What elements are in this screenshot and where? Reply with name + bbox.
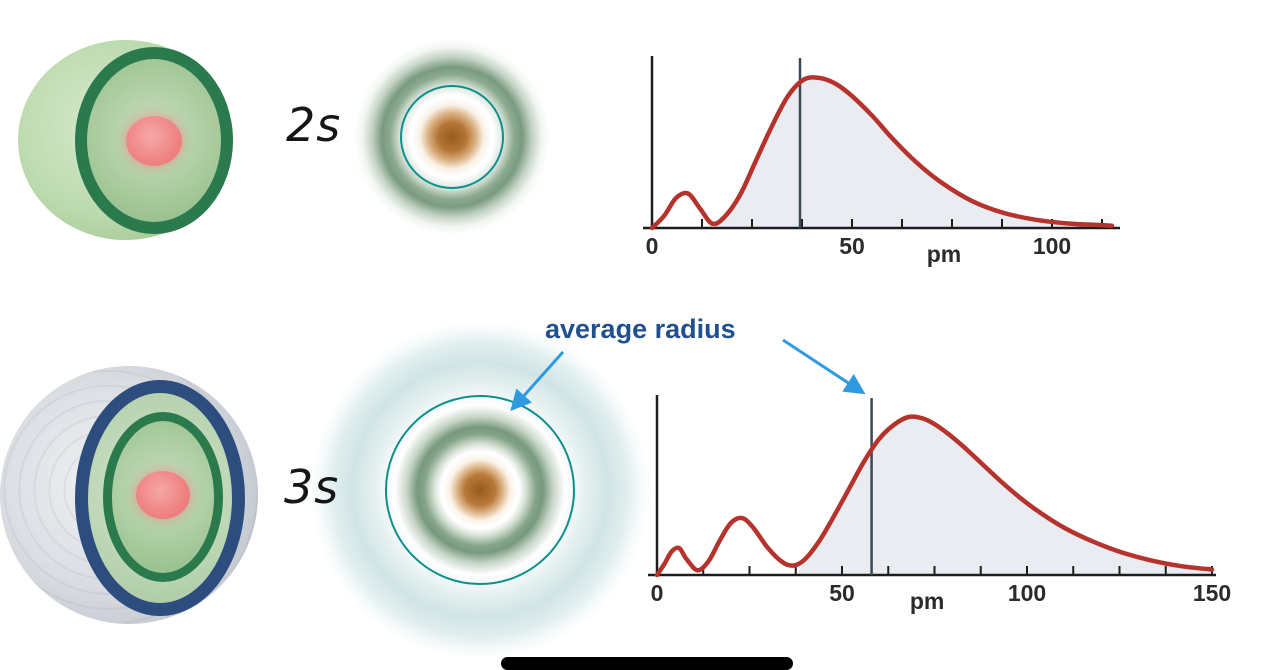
orbital-3d-cutaway-3s xyxy=(0,352,262,644)
radial-probability-plot-3s: 0 50 100 150 pm xyxy=(648,395,1231,614)
nucleus xyxy=(136,471,190,519)
x-tick-label: 0 xyxy=(651,580,664,606)
x-axis-unit-label: pm xyxy=(927,241,962,267)
x-tick-label: 100 xyxy=(1033,233,1071,259)
orbital-cross-section-3s xyxy=(310,320,650,660)
nucleus xyxy=(126,116,182,166)
x-tick-label: 150 xyxy=(1193,580,1231,606)
average-radius-circle-3s xyxy=(385,395,575,585)
probability-curve xyxy=(649,75,1115,231)
orbital-3d-cutaway-2s xyxy=(18,38,233,243)
x-tick-label: 50 xyxy=(829,580,855,606)
x-tick-label: 100 xyxy=(1008,580,1046,606)
average-radius-label: average radius xyxy=(545,314,736,344)
x-axis-unit-label: pm xyxy=(910,588,945,614)
x-tick-label: 50 xyxy=(839,233,865,259)
bottom-bar xyxy=(501,657,793,670)
x-tick-label: 0 xyxy=(646,233,659,259)
curve-fill xyxy=(708,77,1112,228)
average-radius-circle-2s xyxy=(400,85,504,189)
orbital-label-3s: 3s xyxy=(284,460,340,514)
probability-curve xyxy=(654,414,1215,578)
orbital-label-2s: 2s xyxy=(286,98,342,152)
orbital-cross-section-2s xyxy=(352,37,552,237)
radial-probability-plot-2s: 0 50 100 pm xyxy=(643,56,1120,267)
curve-fill xyxy=(797,416,1212,575)
